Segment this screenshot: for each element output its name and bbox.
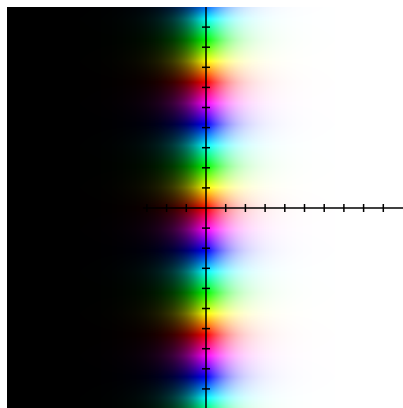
axes (142, 7, 403, 408)
domain-coloring-plot (7, 7, 403, 408)
axes-overlay (142, 7, 403, 408)
